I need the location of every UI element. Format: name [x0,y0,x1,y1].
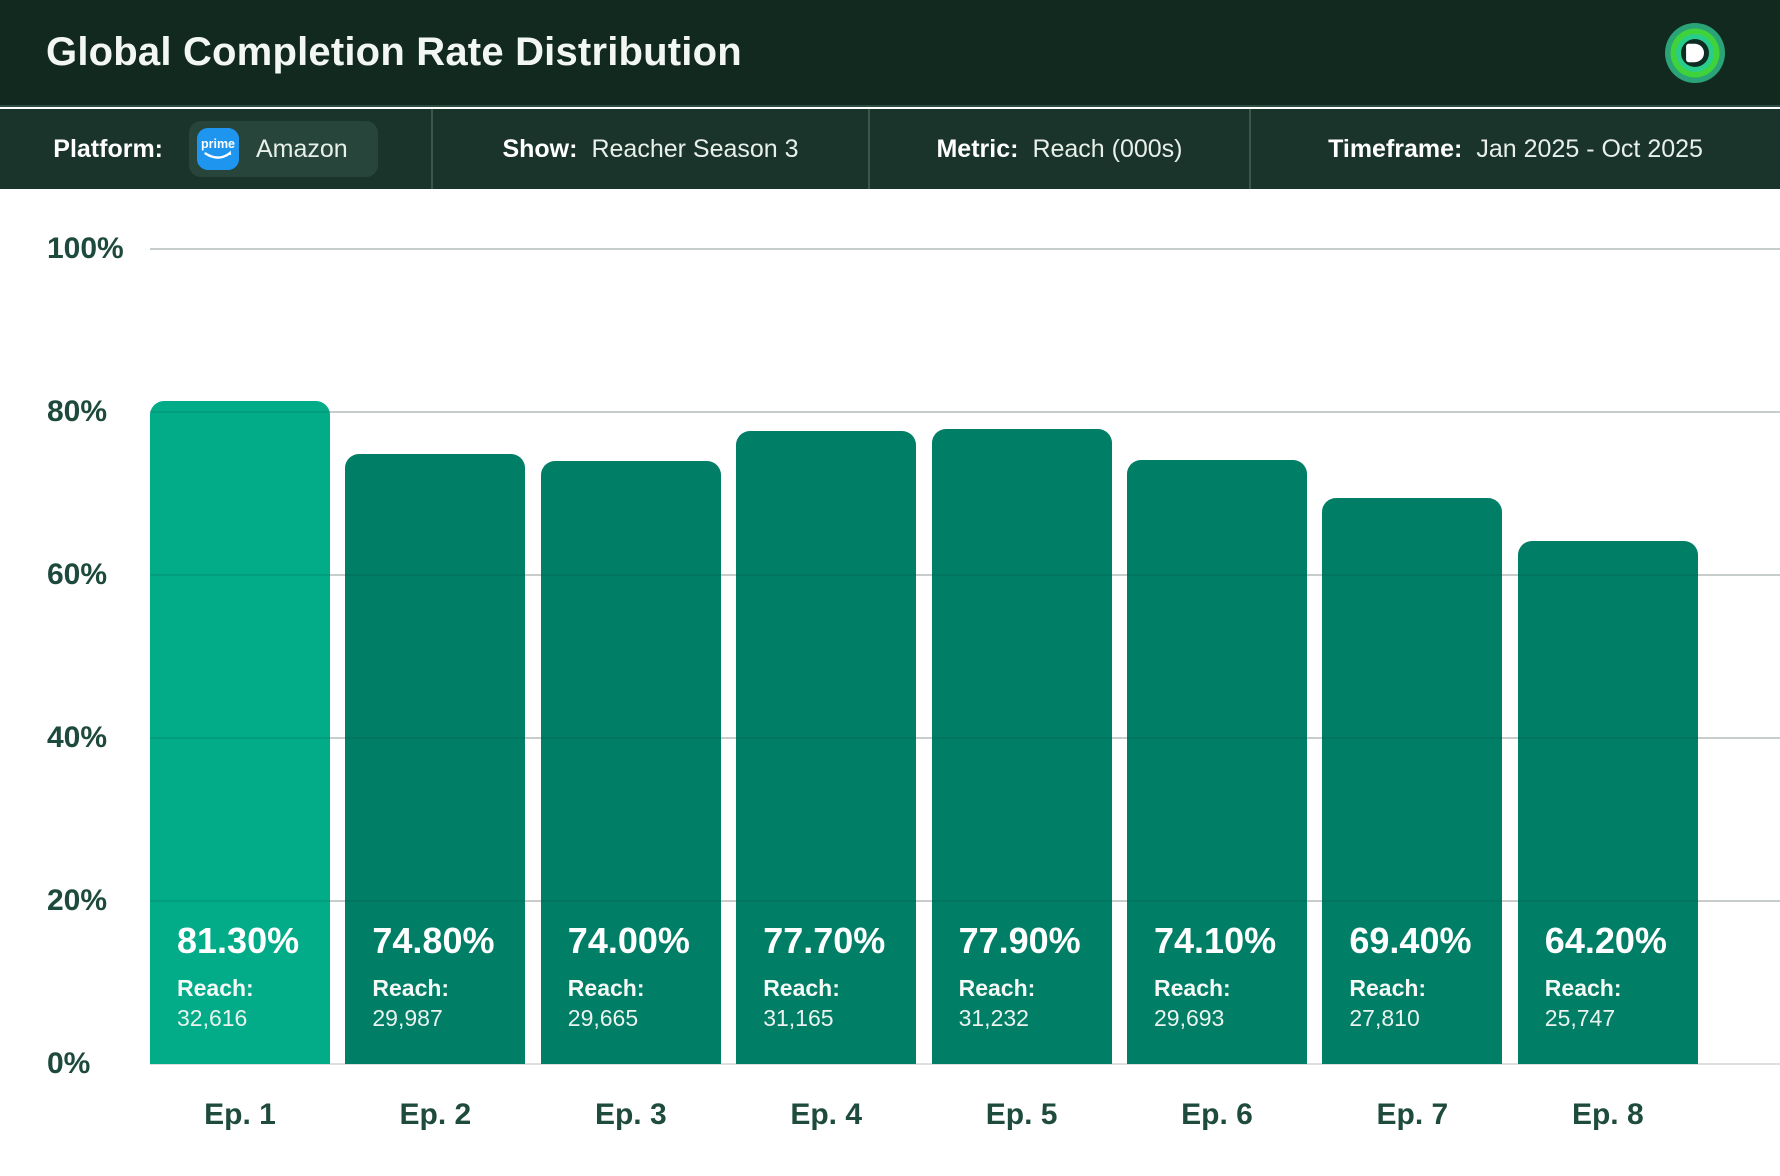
bar-value-label: 74.10% [1154,920,1277,961]
y-axis-tick-60: 60% [47,558,108,591]
platform-label: Platform: [53,134,163,163]
bar-reach-label: Reach: [1154,975,1231,1001]
timeframe-label: Timeframe: [1328,134,1463,163]
y-axis-tick-20: 20% [47,884,108,917]
show-label: Show: [502,134,578,163]
brand-logo-icon [1665,22,1725,83]
bar-reach-value: 31,165 [763,1005,834,1031]
plot-area: 0% 20% 40% 60% 80% 100% 81.30% Reach: 32,616 Ep. … [0,189,1780,1176]
bar-reach-label: Reach: [177,975,254,1001]
bar-value-label: 81.30% [177,920,300,961]
bar-ep-2[interactable]: 74.80% Reach: 29,987 [345,454,526,1064]
metric-label: Metric: [936,134,1019,163]
x-axis-tick-ep-2: Ep. 2 [399,1098,472,1131]
timeframe-value: Jan 2025 - Oct 2025 [1476,134,1703,163]
x-axis-tick-ep-1: Ep. 1 [204,1098,276,1131]
y-axis-tick-40: 40% [47,721,108,754]
x-axis-tick-ep-5: Ep. 5 [985,1098,1058,1131]
bar-reach-label: Reach: [372,975,450,1001]
grid-line-100 [150,248,1780,250]
bar-reach-label: Reach: [1349,975,1427,1001]
grid-line-80 [150,411,1780,413]
filter-bar: Platform: prime Amazon Show: Reacher Sea… [0,109,1780,189]
bar-ep-5[interactable]: 77.90% Reach: 31,232 [931,429,1112,1064]
bar-value-label: 69.40% [1349,920,1472,961]
bar-reach-value: 29,693 [1154,1005,1225,1031]
bar-ep-8[interactable]: 64.20% Reach: 25,747 [1517,540,1698,1064]
show-value: Reacher Season 3 [591,134,799,163]
filter-timeframe: Timeframe: Jan 2025 - Oct 2025 [1249,109,1780,189]
bar-reach-value: 32,616 [177,1005,248,1031]
filter-metric: Metric: Reach (000s) [868,109,1249,189]
prime-logo-icon: prime [197,128,239,170]
bar-value-label: 64.20% [1544,920,1667,961]
filter-platform: Platform: prime Amazon [0,109,431,189]
bar-ep-1[interactable]: 81.30% Reach: 32,616 [150,401,330,1064]
metric-value: Reach (000s) [1032,134,1183,163]
bar-ep-3[interactable]: 74.00% Reach: 29,665 [540,460,721,1064]
x-axis-tick-ep-3: Ep. 3 [594,1098,667,1131]
bar-reach-label: Reach: [763,975,840,1001]
page-title: Global Completion Rate Distribution [46,30,742,74]
bar-value-label: 77.70% [763,920,886,961]
y-axis-tick-80: 80% [47,395,108,428]
bar-reach-value: 25,747 [1544,1005,1616,1031]
bar-reach-value: 29,665 [567,1005,639,1031]
platform-selector[interactable]: prime Amazon [189,121,378,177]
completion-rate-chart: 0% 20% 40% 60% 80% 100% 81.30% Reach: 32,616 Ep. … [0,189,1780,1176]
bar-ep-7[interactable]: 69.40% Reach: 27,810 [1322,498,1503,1064]
x-axis-tick-ep-4: Ep. 4 [790,1098,863,1131]
bar-value-label: 74.00% [567,920,690,961]
bar-value-label: 74.80% [372,920,495,961]
grid-line-0 [150,1063,1780,1065]
title-bar: Global Completion Rate Distribution [0,0,1780,107]
x-axis-tick-ep-7: Ep. 7 [1376,1098,1449,1131]
bar-reach-value: 29,987 [372,1005,443,1031]
svg-text:prime: prime [201,137,235,151]
y-axis-tick-100: 100% [47,232,124,265]
y-axis-tick-0: 0% [47,1047,91,1080]
platform-value: Amazon [256,134,348,163]
x-axis-tick-ep-6: Ep. 6 [1181,1098,1253,1131]
bar-ep-4[interactable]: 77.70% Reach: 31,165 [736,430,917,1064]
bar-reach-label: Reach: [1544,975,1622,1001]
bar-reach-label: Reach: [958,975,1036,1001]
bar-reach-label: Reach: [567,975,645,1001]
bar-ep-6[interactable]: 74.10% Reach: 29,693 [1127,460,1307,1064]
bar-value-label: 77.90% [958,920,1081,961]
filter-show: Show: Reacher Season 3 [431,109,868,189]
x-axis-tick-ep-8: Ep. 8 [1571,1098,1644,1131]
bar-reach-value: 27,810 [1349,1005,1420,1031]
bar-reach-value: 31,232 [958,1005,1029,1031]
